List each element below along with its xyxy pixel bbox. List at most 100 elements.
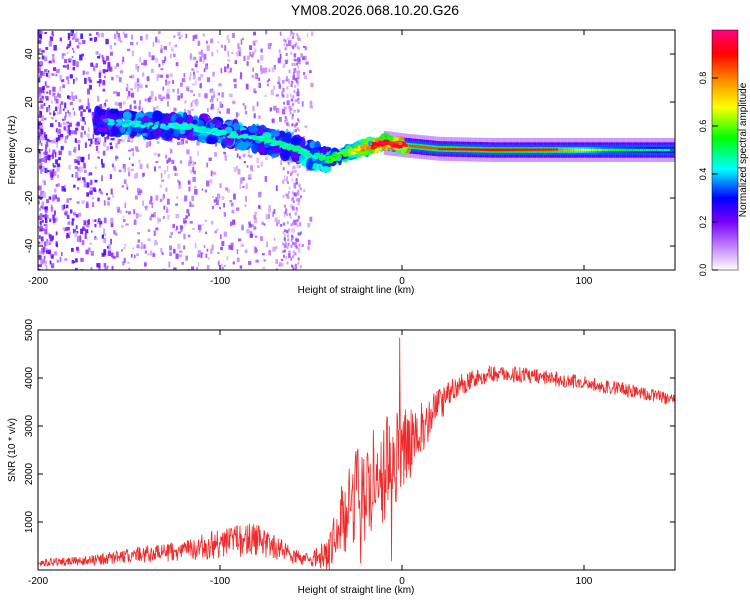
- spectrogram-cell: [295, 70, 298, 74]
- spectrogram-cell: [219, 101, 222, 107]
- spectrogram-cell: [122, 261, 125, 266]
- spectrogram-cell: [65, 76, 69, 80]
- spectrogram-cell: [293, 192, 297, 197]
- spectrogram-cell: [81, 125, 85, 131]
- spectrogram-cell: [320, 165, 331, 173]
- spectrogram-cell: [155, 57, 159, 63]
- spectrogram-cell: [58, 93, 62, 99]
- spectrogram-cell: [268, 204, 271, 211]
- spectrogram-cell: [119, 106, 123, 109]
- spectrogram-cell: [152, 110, 163, 122]
- spectrogram-cell: [172, 248, 176, 254]
- spectrogram-cell: [252, 88, 257, 92]
- spectrogram-cell: [291, 206, 295, 211]
- spectrogram-cell: [267, 43, 271, 50]
- spectrogram-cell: [220, 68, 223, 74]
- spectrogram-cell: [48, 140, 52, 143]
- spectrogram-cell: [130, 88, 134, 91]
- spectrogram-cell: [211, 103, 214, 109]
- spectrogram-cell: [387, 141, 394, 145]
- spectrogram-cell: [281, 148, 291, 160]
- spectrogram-cell: [232, 219, 236, 225]
- spectrogram-cell: [216, 228, 219, 232]
- spectrogram-cell: [101, 163, 105, 168]
- spectrogram-cell: [268, 68, 271, 72]
- spectrogram-cell: [286, 128, 289, 132]
- spectrogram-cell: [125, 210, 128, 213]
- spectrogram-cell: [147, 97, 151, 103]
- spectrogram-cell: [64, 115, 67, 121]
- spectrogram-cell: [90, 179, 93, 186]
- spectrogram-cell: [271, 146, 282, 154]
- spectrogram-cell: [43, 117, 47, 121]
- spectrogram-y-tick-label: 20: [24, 96, 35, 108]
- spectrogram-cell: [84, 130, 86, 135]
- spectrogram-cell: [96, 32, 99, 35]
- spectrogram-cell: [175, 253, 179, 259]
- spectrogram-cell: [55, 217, 58, 223]
- spectrogram-cell: [562, 148, 566, 152]
- spectrogram-cell: [167, 101, 169, 107]
- spectrogram-cell: [212, 107, 215, 110]
- spectrogram-cell: [107, 119, 115, 123]
- spectrogram-cell: [173, 126, 181, 130]
- spectrogram-cell: [41, 55, 45, 60]
- spectrogram-cell: [142, 115, 150, 123]
- spectrogram-cell: [578, 148, 581, 152]
- spectrogram-cell: [192, 176, 196, 182]
- spectrogram-cell: [65, 235, 68, 239]
- spectrogram-cell: [206, 180, 210, 187]
- spectrogram-cell: [247, 154, 251, 157]
- spectrogram-cell: [40, 236, 44, 242]
- spectrogram-cell: [144, 98, 148, 102]
- spectrogram-y-tick-label: -40: [24, 238, 35, 253]
- spectrogram-cell: [136, 253, 140, 257]
- snr-series-line: [38, 337, 675, 570]
- spectrogram-cell: [80, 257, 84, 262]
- spectrogram-cell: [80, 111, 83, 117]
- spectrogram-cell: [630, 148, 633, 152]
- spectrogram-cell: [59, 108, 62, 114]
- spectrogram-cell: [94, 141, 99, 146]
- spectrogram-cell: [55, 119, 57, 123]
- spectrogram-cell: [296, 45, 299, 49]
- spectrogram-cell: [237, 50, 241, 57]
- spectrogram-cell: [188, 186, 191, 192]
- spectrogram-cell: [210, 118, 220, 125]
- spectrogram-cell: [283, 204, 286, 208]
- spectrogram-cell: [297, 65, 300, 69]
- spectrogram-cell: [73, 184, 76, 188]
- spectrogram-cell: [75, 225, 78, 230]
- spectrogram-cell: [48, 107, 50, 113]
- colorbar-label: Normalized spectral amplitude: [738, 82, 749, 217]
- spectrogram-cell: [128, 149, 132, 152]
- spectrogram-cell: [139, 189, 143, 194]
- spectrogram-cell: [70, 247, 74, 252]
- spectrogram-cell: [86, 133, 90, 138]
- snr-frame: [37, 329, 676, 571]
- spectrogram-cell: [161, 179, 165, 182]
- spectrogram-cell: [610, 148, 614, 152]
- spectrogram-cell: [213, 199, 217, 203]
- spectrogram-cell: [61, 205, 64, 211]
- spectrogram-cell: [293, 84, 296, 88]
- spectrogram-cell: [206, 131, 213, 135]
- spectrogram-cell: [282, 222, 285, 226]
- spectrogram-cell: [268, 78, 271, 82]
- spectrogram-cell: [283, 133, 292, 145]
- spectrogram-cell: [258, 205, 261, 209]
- spectrogram-cell: [101, 158, 103, 165]
- spectrogram-cell: [175, 213, 179, 219]
- spectrogram-cell: [92, 65, 96, 72]
- spectrogram-cell: [103, 200, 106, 206]
- spectrogram-cell: [298, 70, 301, 74]
- spectrogram-cell: [162, 96, 165, 99]
- spectrogram-cell: [64, 188, 66, 192]
- spectrogram-cell: [167, 214, 170, 220]
- spectrogram-cell: [292, 253, 295, 257]
- spectrogram-cell: [471, 148, 474, 151]
- spectrogram-cell: [196, 141, 200, 146]
- spectrogram-cell: [74, 166, 78, 170]
- spectrogram-cell: [290, 171, 293, 175]
